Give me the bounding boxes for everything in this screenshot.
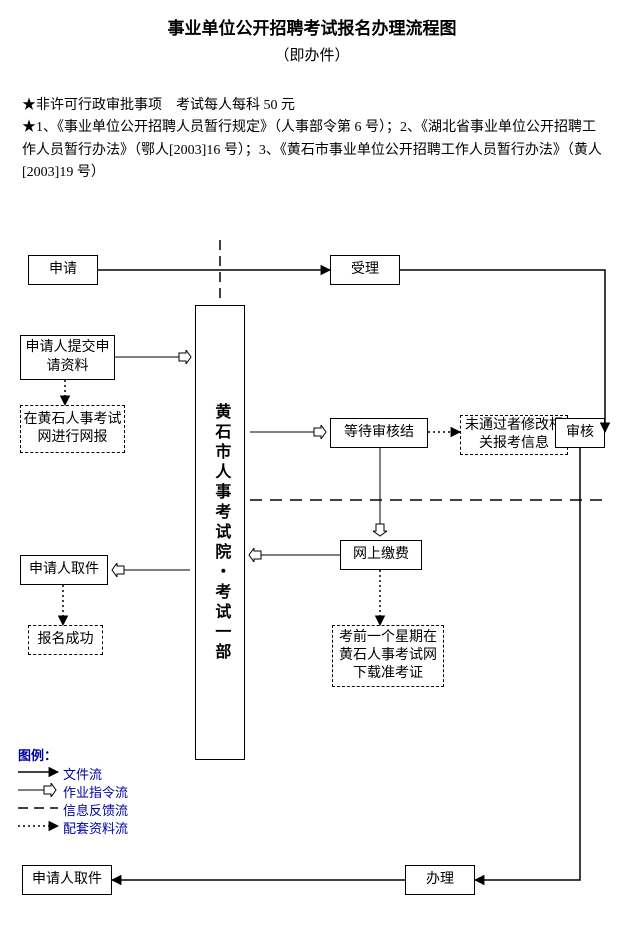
node-success-label: 报名成功: [38, 631, 94, 649]
node-audit: 审核: [555, 418, 605, 448]
node-process: 办理: [405, 865, 475, 895]
legend-title: 图例：: [18, 745, 57, 764]
node-wait-label: 等待审核结: [344, 424, 414, 442]
node-download-label: 考前一个星期在黄石人事考试网下载准考证: [335, 629, 441, 684]
node-apply: 申请: [28, 255, 98, 285]
node-center-label: 黄石市人事考试院・考试一部: [210, 403, 231, 663]
node-wait-audit: 等待审核结: [330, 418, 428, 448]
header-paragraph: ★非许可行政审批事项 考试每人每科 50 元 ★1、《事业单位公开招聘人员暂行规…: [22, 95, 602, 185]
node-pickup-bottom: 申请人取件: [22, 865, 112, 895]
node-pickup-bottom-label: 申请人取件: [32, 871, 102, 889]
node-pickup-left-label: 申请人取件: [29, 561, 99, 579]
node-success: 报名成功: [28, 625, 103, 655]
node-pickup-left: 申请人取件: [20, 555, 108, 585]
legend-material-flow: 配套资料流: [63, 818, 128, 837]
node-accept-label: 受理: [351, 261, 379, 279]
node-process-label: 办理: [426, 871, 454, 889]
legend-feedback-flow: 信息反馈流: [63, 800, 128, 819]
node-audit-label: 审核: [566, 424, 594, 442]
node-fail-label: 未通过者修改相关报考信息: [463, 417, 565, 453]
node-center: 黄石市人事考试院・考试一部: [195, 305, 245, 760]
header-line2: ★1、《事业单位公开招聘人员暂行规定》（人事部令第 6 号）；2、《湖北省事业单…: [22, 117, 602, 184]
node-submit-label: 申请人提交申请资料: [23, 339, 112, 375]
node-submit: 申请人提交申请资料: [20, 335, 115, 380]
page-subtitle: （即办件）: [0, 44, 624, 65]
node-fail-message: 未通过者修改相关报考信息: [460, 415, 568, 455]
header-line1: ★非许可行政审批事项 考试每人每科 50 元: [22, 95, 602, 117]
node-download: 考前一个星期在黄石人事考试网下载准考证: [332, 625, 444, 687]
node-online-register: 在黄石人事考试网进行网报: [20, 405, 125, 453]
legend-file-flow: 文件流: [63, 764, 102, 783]
node-online-label: 在黄石人事考试网进行网报: [23, 411, 122, 447]
node-pay: 网上缴费: [340, 540, 422, 570]
node-pay-label: 网上缴费: [353, 546, 409, 564]
legend-cmd-flow: 作业指令流: [63, 782, 128, 801]
node-apply-label: 申请: [49, 261, 77, 279]
node-accept: 受理: [330, 255, 400, 285]
page-title: 事业单位公开招聘考试报名办理流程图: [0, 14, 624, 39]
